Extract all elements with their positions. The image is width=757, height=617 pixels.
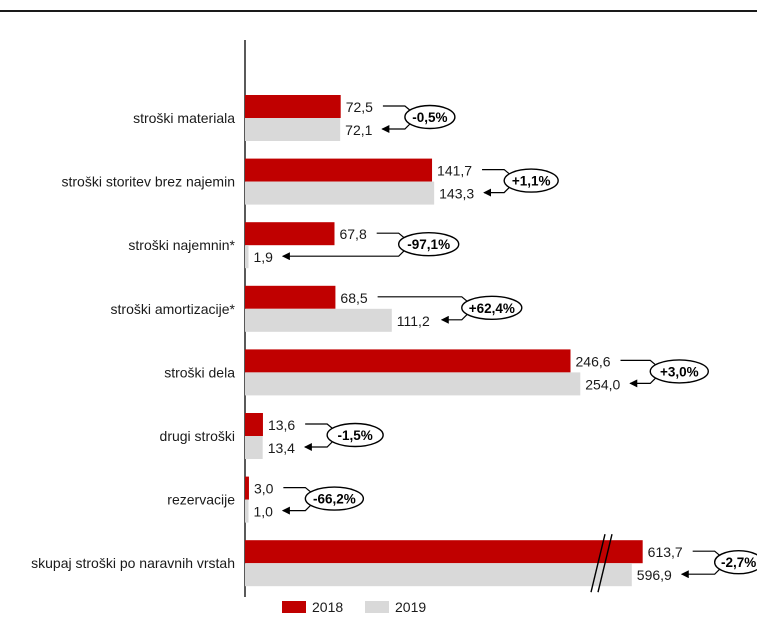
bar-2018-stroski-amortizacije [245,285,336,309]
row-stroski-najemnin: stroški najemnin* 67,8 1,9 -97,1% [128,222,460,269]
axis-break-mark [590,534,606,593]
change-oval [649,359,709,384]
legend-label-2019: 2019 [395,599,426,615]
value-label-2018: 68,5 [340,290,367,306]
category-label: rezervacije [167,492,235,508]
change-oval [397,231,460,257]
change-connector [482,169,511,176]
bar-2019-stroski-amortizacije [245,308,392,332]
change-connector [305,423,334,430]
category-label: stroški amortizacije* [111,301,236,317]
bar-2019-skupaj-stroski-po-naravnih-vrstah [245,563,632,587]
change-oval [503,168,559,193]
change-label: -2,7% [721,555,756,570]
change-oval [404,104,456,130]
category-label: stroški dela [164,364,235,380]
category-label: drugi stroški [160,428,235,444]
value-label-2018: 67,8 [339,226,366,242]
bar-2019-stroski-dela [245,372,581,396]
value-label-2019: 72,1 [345,122,372,138]
bar-2019-rezervacije [245,499,249,523]
change-connector [376,232,406,239]
legend-label-2018: 2018 [312,599,343,615]
legend: 2018 2019 [282,599,426,615]
change-arrow [281,249,406,261]
change-oval [304,486,365,511]
bar-2019-stroski-storitev-brez-najemin [245,181,435,205]
value-label-2018: 3,0 [254,481,274,497]
value-label-2019: 13,4 [268,440,295,456]
change-connector [382,105,412,112]
value-label-2019: 111,2 [397,313,430,329]
value-label-2019: 254,0 [585,376,620,392]
change-connector [377,296,469,303]
change-arrow [629,376,657,388]
value-label-2019: 143,3 [439,186,474,202]
change-oval [461,295,523,320]
category-label: stroški materiala [133,110,235,126]
value-label-2019: 1,9 [254,249,274,265]
axis-break-mark [597,534,613,593]
change-arrow [483,186,511,197]
bar-2019-drugi-stroski [245,436,263,459]
bar-2018-stroski-storitev-brez-najemin [245,158,433,182]
bar-2019-stroski-materiala [245,118,341,141]
change-arrow [440,313,469,324]
change-connector [692,550,722,557]
bar-2018-drugi-stroski [245,413,263,436]
value-label-2018: 72,5 [346,99,373,115]
change-arrow [381,122,412,133]
value-label-2018: 13,6 [268,417,295,433]
value-label-2018: 246,6 [576,353,611,369]
change-oval [713,550,757,575]
value-label-2019: 596,9 [637,567,672,583]
change-connector [620,359,657,366]
row-rezervacije: rezervacije 3,0 1,0 -66,2% [167,476,365,523]
row-stroski-amortizacije: stroški amortizacije* 68,5 111,2 +62,4% [111,285,523,332]
change-label: -0,5% [412,110,447,125]
bar-2018-stroski-dela [245,349,571,373]
legend-swatch-2019 [365,601,389,613]
bar-2018-skupaj-stroski-po-naravnih-vrstah [245,540,643,564]
bar-2019-stroski-najemnin [245,245,249,269]
bar-2018-stroski-materiala [245,95,341,118]
value-label-2018: 141,7 [437,163,472,179]
value-label-2019: 1,0 [254,504,274,520]
change-connector [283,487,312,494]
change-arrow [281,504,312,515]
row-drugi-stroski: drugi stroški 13,6 13,4 -1,5% [160,413,384,459]
change-arrow [680,567,722,579]
change-label: +1,1% [512,174,551,189]
category-label: stroški najemnin* [128,237,235,253]
row-skupaj-stroski-po-naravnih-vrstah: skupaj stroški po naravnih vrstah 613,7 59… [31,534,757,593]
row-stroski-materiala: stroški materiala 72,5 72,1 -0,5% [133,95,456,141]
change-label: +62,4% [469,301,515,316]
legend-swatch-2018 [282,601,306,613]
change-arrow [303,440,334,451]
value-label-2018: 613,7 [648,544,683,560]
change-oval [326,422,384,448]
category-label: stroški storitev brez najemin [61,174,235,190]
row-stroski-dela: stroški dela 246,6 254,0 +3,0% [164,349,709,396]
change-label: -66,2% [313,492,356,507]
row-stroski-storitev-brez-najemin: stroški storitev brez najemin 141,7 143,3 +… [61,158,559,205]
category-label: skupaj stroški po naravnih vrstah [31,555,235,571]
change-label: -97,1% [407,237,450,252]
change-label: -1,5% [338,428,373,443]
bar-2018-stroski-najemnin [245,222,335,246]
change-label: +3,0% [660,364,699,379]
bar-2018-rezervacije [245,476,249,500]
